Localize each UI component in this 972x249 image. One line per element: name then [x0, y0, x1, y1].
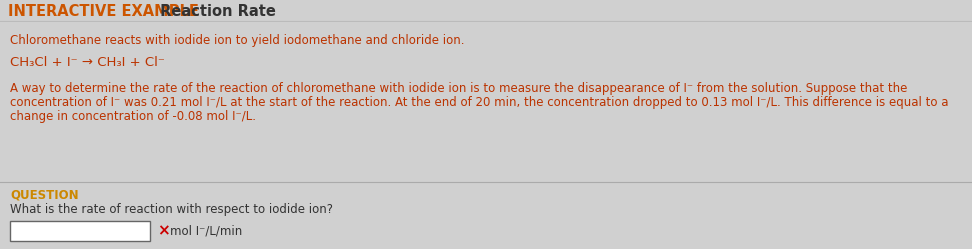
Text: CH₃Cl + I⁻ → CH₃I + Cl⁻: CH₃Cl + I⁻ → CH₃I + Cl⁻ — [10, 56, 165, 69]
Text: INTERACTIVE EXAMPLE: INTERACTIVE EXAMPLE — [8, 3, 199, 18]
Text: mol I⁻/L/min: mol I⁻/L/min — [170, 225, 242, 238]
Bar — [10, 221, 150, 241]
Text: Chloromethane reacts with iodide ion to yield iodomethane and chloride ion.: Chloromethane reacts with iodide ion to … — [10, 34, 465, 47]
Text: QUESTION: QUESTION — [10, 189, 79, 202]
Text: What is the rate of reaction with respect to iodide ion?: What is the rate of reaction with respec… — [10, 203, 333, 216]
Text: A way to determine the rate of the reaction of chloromethane with iodide ion is : A way to determine the rate of the react… — [10, 82, 908, 95]
Text: change in concentration of -0.08 mol I⁻/L.: change in concentration of -0.08 mol I⁻/… — [10, 110, 256, 123]
Text: Reaction Rate: Reaction Rate — [155, 3, 276, 18]
Text: ×: × — [157, 224, 170, 239]
Text: concentration of I⁻ was 0.21 mol I⁻/L at the start of the reaction. At the end o: concentration of I⁻ was 0.21 mol I⁻/L at… — [10, 96, 949, 109]
